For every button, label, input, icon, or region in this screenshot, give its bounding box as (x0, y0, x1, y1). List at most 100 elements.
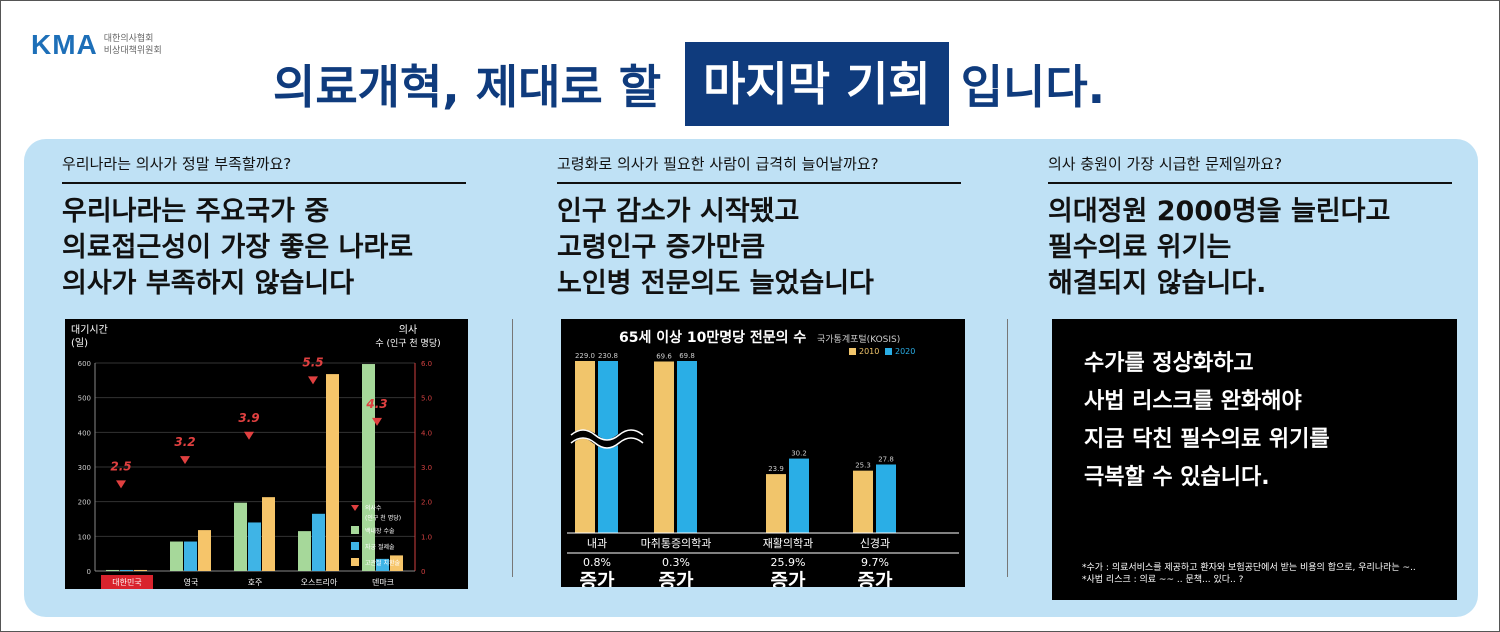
axis-break-line (570, 437, 644, 449)
question-2: 고령화로 의사가 필요한 사람이 급격히 늘어날까요? (557, 153, 961, 184)
y2-tick-label: 3.0 (421, 464, 432, 472)
legend-marker-label: 의사수 (365, 504, 382, 512)
bar-신경과-2020 (876, 464, 896, 533)
column-1: 우리나라는 의사가 정말 부족할까요? 우리나라는 주요국가 중 의료접근성이 … (62, 153, 466, 302)
footnote: *사법 리스크 : 의료 ~~ .. 문책... 있다.. ? (1082, 575, 1244, 585)
y-tick-label: 200 (78, 499, 91, 507)
bar-대한민국-고관절 치환술 (134, 569, 147, 571)
data-label: 30.2 (791, 450, 807, 458)
bar-마취통증의학과-2020 (677, 361, 697, 533)
message-line: 사법 리스크를 완화해야 (1084, 389, 1302, 414)
x-tick-label: 마취통증의학과 (641, 537, 712, 550)
axis-break-gap (568, 429, 646, 449)
growth-word: 증가 (580, 570, 615, 587)
column-divider (512, 319, 513, 577)
question-1: 우리나라는 의사가 정말 부족할까요? (62, 153, 466, 184)
answer-3: 의대정원 2000명을 늘린다고 필수의료 위기는 해결되지 않습니다. (1048, 194, 1452, 302)
marker-triangle (116, 480, 126, 489)
bar-영국-백내장 수술 (170, 541, 183, 571)
legend-swatch (351, 558, 359, 566)
bar-마취통증의학과-2010 (654, 361, 674, 533)
growth-word: 증가 (771, 570, 806, 587)
bar-오스트리아-고관절 치환술 (326, 374, 339, 571)
x-tick-label: 재활의학과 (763, 536, 814, 550)
bar-오스트리아-백내장 수술 (298, 531, 311, 571)
legend-label: 백내장 수술 (365, 527, 395, 535)
x-tick-label: 호주 (248, 578, 263, 587)
answer-line: 의료접근성이 가장 좋은 나라로 (62, 232, 414, 263)
growth-pct: 9.7% (861, 556, 889, 569)
y-tick-label: 100 (78, 533, 91, 541)
growth-word: 증가 (659, 570, 694, 587)
legend-label: 자궁 절제술 (365, 543, 395, 551)
logo-org: 대한의사협회 (103, 34, 154, 44)
x-tick-label: 신경과 (860, 537, 890, 550)
growth-pct: 0.3% (662, 556, 690, 569)
headline-highlight: 마지막 기회 (685, 42, 949, 126)
y-axis-label-unit: (일) (71, 337, 88, 349)
data-label: 27.8 (878, 455, 894, 463)
bar-덴마크-자궁 절제술 (376, 558, 389, 571)
data-label: 230.8 (598, 352, 618, 360)
logo-mark: KMA (31, 29, 98, 60)
data-label: 229.0 (575, 352, 595, 360)
chart-title: 65세 이상 10만명당 전문의 수 (619, 329, 806, 346)
y-axis-label: 대기시간 (71, 324, 108, 336)
y-tick-label: 300 (78, 464, 91, 472)
axis-break-line (570, 429, 644, 441)
y-tick-label: 400 (78, 429, 91, 437)
y2-tick-label: 2.0 (421, 499, 432, 507)
answer-line: 우리나라는 주요국가 중 (62, 196, 330, 227)
bar-대한민국-자궁 절제술 (120, 569, 133, 571)
legend-marker-sub: (인구 천 명당) (365, 514, 401, 522)
x-tick-label: 오스트리아 (301, 577, 338, 587)
answer-line: 필수의료 위기는 (1048, 232, 1232, 263)
legend-label: 2010 (859, 347, 879, 356)
y2-axis-label-unit: 수 (인구 천 명당) (375, 338, 440, 349)
y-tick-label: 0 (87, 568, 91, 576)
marker-label: 5.5 (302, 355, 323, 369)
logo-committee: 비상대책위원회 (103, 46, 162, 56)
x-tick-label: 영국 (184, 577, 199, 587)
bar-오스트리아-자궁 절제술 (312, 513, 325, 571)
y2-tick-label: 1.0 (421, 533, 432, 541)
data-label: 69.8 (679, 352, 695, 360)
growth-pct: 25.9% (771, 556, 806, 569)
bar-덴마크-고관절 치환술 (390, 555, 403, 571)
answer-line: 노인병 전문의도 늘었습니다 (557, 268, 874, 299)
answer-line: 해결되지 않습니다. (1048, 268, 1267, 299)
legend-label: 고관절 치환술 (365, 559, 401, 567)
bar-신경과-2010 (853, 470, 873, 533)
growth-pct: 0.8% (583, 556, 611, 569)
marker-triangle (244, 431, 254, 440)
headline-pre: 의료개혁, 제대로 할 (273, 60, 662, 114)
message-line: 극복할 수 있습니다. (1084, 465, 1270, 490)
content-panel: 우리나라는 의사가 정말 부족할까요? 우리나라는 주요국가 중 의료접근성이 … (24, 139, 1478, 617)
message-text: 수가를 정상화하고 사법 리스크를 완화해야 지금 닥친 필수의료 위기를 극복… (1084, 345, 1330, 497)
marker-label: 3.9 (238, 411, 259, 425)
y2-tick-label: 0 (421, 568, 425, 576)
data-label: 25.3 (855, 462, 871, 470)
chart-waiting-time-svg: 대기시간(일) 의사수 (인구 천 명당) 0 100 200 300 400 500 600 0… (71, 324, 441, 589)
legend-swatch (849, 348, 856, 355)
column-2: 고령화로 의사가 필요한 사람이 급격히 늘어날까요? 인구 감소가 시작됐고 … (557, 153, 961, 302)
highlight-label-bg (101, 575, 153, 589)
footnote: *수가 : 의료서비스를 제공하고 환자와 보험공단에서 받는 비용의 합으로,… (1082, 563, 1416, 573)
data-label: 69.6 (656, 352, 672, 360)
chart-source: 국가통계포털(KOSIS) (817, 333, 900, 345)
column-3: 의사 충원이 가장 시급한 문제일까요? 의대정원 2000명을 늘린다고 필수… (1048, 153, 1452, 302)
headline-post: 입니다. (960, 60, 1106, 114)
answer-line: 의대정원 2000명을 늘린다고 (1048, 196, 1391, 227)
y-tick-label: 600 (78, 360, 91, 368)
bar-덴마크-백내장 수술 (362, 364, 375, 571)
y2-axis-label: 의사 (399, 324, 417, 336)
message-line: 수가를 정상화하고 (1084, 351, 1254, 376)
bar-재활의학과-2020 (789, 458, 809, 533)
message-box: 수가를 정상화하고 사법 리스크를 완화해야 지금 닥친 필수의료 위기를 극복… (1052, 319, 1457, 600)
growth-word: 증가 (858, 570, 893, 587)
chart-specialists-svg: 65세 이상 10만명당 전문의 수 국가통계포털(KOSIS) 2010 2020 2… (567, 329, 959, 592)
legend-swatch (351, 526, 359, 534)
kma-logo: KMA 대한의사협회 비상대책위원회 (31, 29, 162, 61)
bar-재활의학과-2010 (766, 474, 786, 533)
